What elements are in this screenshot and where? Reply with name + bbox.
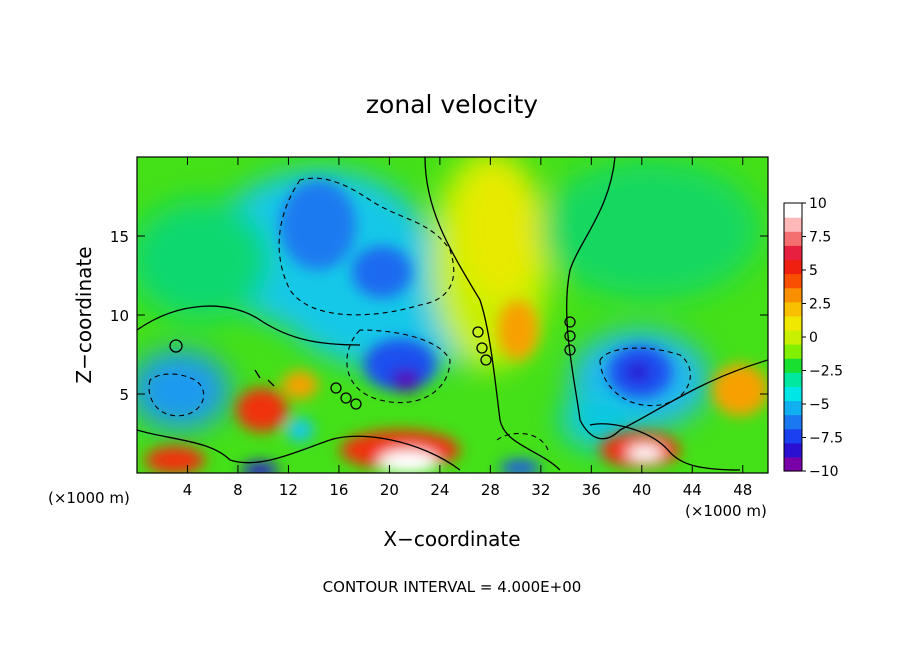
- x-tick-label: 40: [632, 481, 651, 499]
- colorbar-tick-label: 10: [809, 196, 827, 212]
- colorbar-tick-label: −5: [809, 397, 830, 413]
- x-tick-label: 48: [733, 481, 752, 499]
- colorbar-swatch: [784, 245, 802, 261]
- colorbar-swatch: [784, 203, 802, 218]
- x-tick-label: 24: [430, 481, 449, 499]
- x-tick-label: 28: [481, 481, 500, 499]
- x-tick-label: 20: [380, 481, 399, 499]
- x-tick-label: 32: [531, 481, 550, 499]
- colorbar-swatch: [784, 428, 802, 444]
- y-tick-label: 5: [119, 386, 129, 404]
- x-tick-label: 12: [279, 481, 298, 499]
- x-unit-right: (×1000 m): [685, 502, 767, 520]
- colorbar: 10 7.5 5 2.5 0 −2.5 −5 −7.5 −10: [783, 196, 843, 480]
- colorbar-swatch: [784, 358, 802, 373]
- colorbar-tick-label: 7.5: [809, 230, 831, 246]
- x-tick-label: 4: [183, 481, 193, 499]
- colorbar-swatch: [784, 386, 802, 402]
- x-unit-left: (×1000 m): [48, 489, 130, 507]
- x-tick-label: 44: [683, 481, 702, 499]
- contour-interval-note: CONTOUR INTERVAL = 4.000E+00: [323, 578, 582, 596]
- colorbar-swatch: [784, 414, 802, 430]
- colorbar-tick-label: −2.5: [809, 364, 843, 380]
- contour-lines: [137, 157, 768, 471]
- x-tick-label: 36: [582, 481, 601, 499]
- colorbar-swatch: [784, 329, 802, 345]
- colorbar-swatch: [784, 372, 802, 387]
- colorbar-swatch: [784, 231, 802, 246]
- colorbar-swatch: [784, 301, 802, 317]
- colorbar-swatch: [784, 456, 802, 472]
- colorbar-swatch: [784, 344, 802, 359]
- colorbar-swatch: [784, 273, 802, 289]
- colorbar-swatch: [784, 259, 802, 275]
- colorbar-tick-label: 5: [809, 263, 818, 279]
- y-axis-label: Z−coordinate: [72, 246, 96, 383]
- plot-area: [137, 157, 768, 473]
- chart-title: zonal velocity: [366, 90, 538, 119]
- dashed-contour-lines: [148, 177, 691, 451]
- colorbar-swatch: [784, 217, 802, 232]
- x-axis-label: X−coordinate: [383, 527, 520, 551]
- colorbar-swatch: [784, 400, 802, 416]
- y-tick-label: 10: [110, 307, 129, 325]
- field-detail: [145, 180, 768, 473]
- colorbar-tick-label: −10: [809, 464, 839, 480]
- x-tick-label: 8: [233, 481, 243, 499]
- x-tick-label: 16: [329, 481, 348, 499]
- colorbar-swatch: [784, 315, 802, 331]
- colorbar-tick-label: −7.5: [809, 431, 843, 447]
- colorbar-tick-label: 0: [809, 330, 818, 346]
- y-tick-label: 15: [110, 228, 129, 246]
- colorbar-swatch: [784, 287, 802, 303]
- colorbar-swatch: [784, 442, 802, 458]
- colorbar-tick-label: 2.5: [809, 297, 831, 313]
